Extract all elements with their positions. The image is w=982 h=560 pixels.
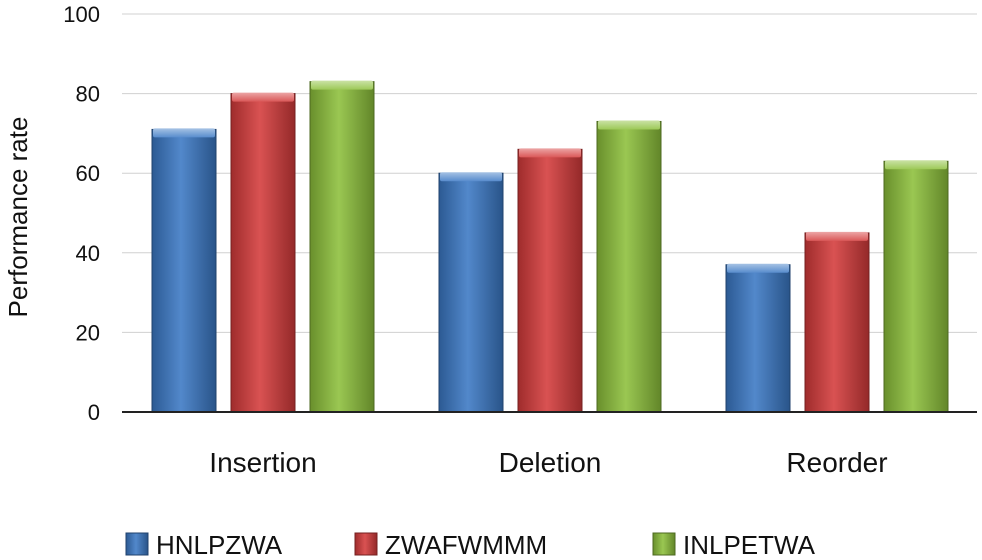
- x-category-label: Reorder: [786, 447, 887, 478]
- bar: [151, 128, 217, 413]
- y-tick-label: 80: [76, 82, 100, 107]
- y-axis-title: Performance rate: [3, 117, 33, 318]
- legend-label: ZWAFWMMM: [385, 530, 547, 560]
- bar: [517, 148, 583, 413]
- legend-swatch: [125, 532, 149, 556]
- bar-cap: [232, 92, 294, 102]
- legend-label: INLPETWA: [683, 530, 816, 560]
- bar: [883, 160, 949, 413]
- bar-body: [438, 172, 504, 413]
- bar: [804, 231, 870, 413]
- bar: [309, 80, 375, 413]
- y-axis-ticks: 0 20 40 60 80 100: [63, 2, 100, 425]
- bar-body: [596, 120, 662, 413]
- bar-cap: [806, 231, 868, 241]
- bar-body: [309, 81, 375, 413]
- x-category-label: Insertion: [209, 447, 316, 478]
- bar-body: [804, 232, 870, 413]
- bar-body: [883, 160, 949, 413]
- legend-item: HNLPZWA: [125, 530, 283, 560]
- bar-body: [517, 148, 583, 413]
- bar-cap: [440, 172, 502, 182]
- bar: [438, 172, 504, 413]
- bar: [596, 120, 662, 413]
- legend-swatch: [354, 532, 378, 556]
- x-category-label: Deletion: [499, 447, 602, 478]
- legend-label: HNLPZWA: [156, 530, 283, 560]
- bar-cap: [311, 80, 373, 90]
- category-labels: Insertion Deletion Reorder: [209, 447, 887, 478]
- y-tick-label: 100: [63, 2, 100, 27]
- bar-body: [725, 264, 791, 413]
- y-tick-label: 60: [76, 161, 100, 186]
- bars: [151, 80, 949, 413]
- y-tick-label: 40: [76, 241, 100, 266]
- bar-cap: [519, 148, 581, 158]
- bar-cap: [153, 128, 215, 138]
- bar-body: [151, 128, 217, 413]
- bar-cap: [727, 263, 789, 273]
- bar: [230, 92, 296, 413]
- legend-item: ZWAFWMMM: [354, 530, 547, 560]
- legend: HNLPZWA ZWAFWMMM INLPETWA: [125, 530, 816, 560]
- legend-swatch: [652, 532, 676, 556]
- legend-item: INLPETWA: [652, 530, 816, 560]
- bar-body: [230, 93, 296, 413]
- bar-cap: [885, 160, 947, 170]
- y-tick-label: 20: [76, 320, 100, 345]
- y-tick-label: 0: [88, 400, 100, 425]
- bar: [725, 263, 791, 413]
- bar-cap: [598, 120, 660, 130]
